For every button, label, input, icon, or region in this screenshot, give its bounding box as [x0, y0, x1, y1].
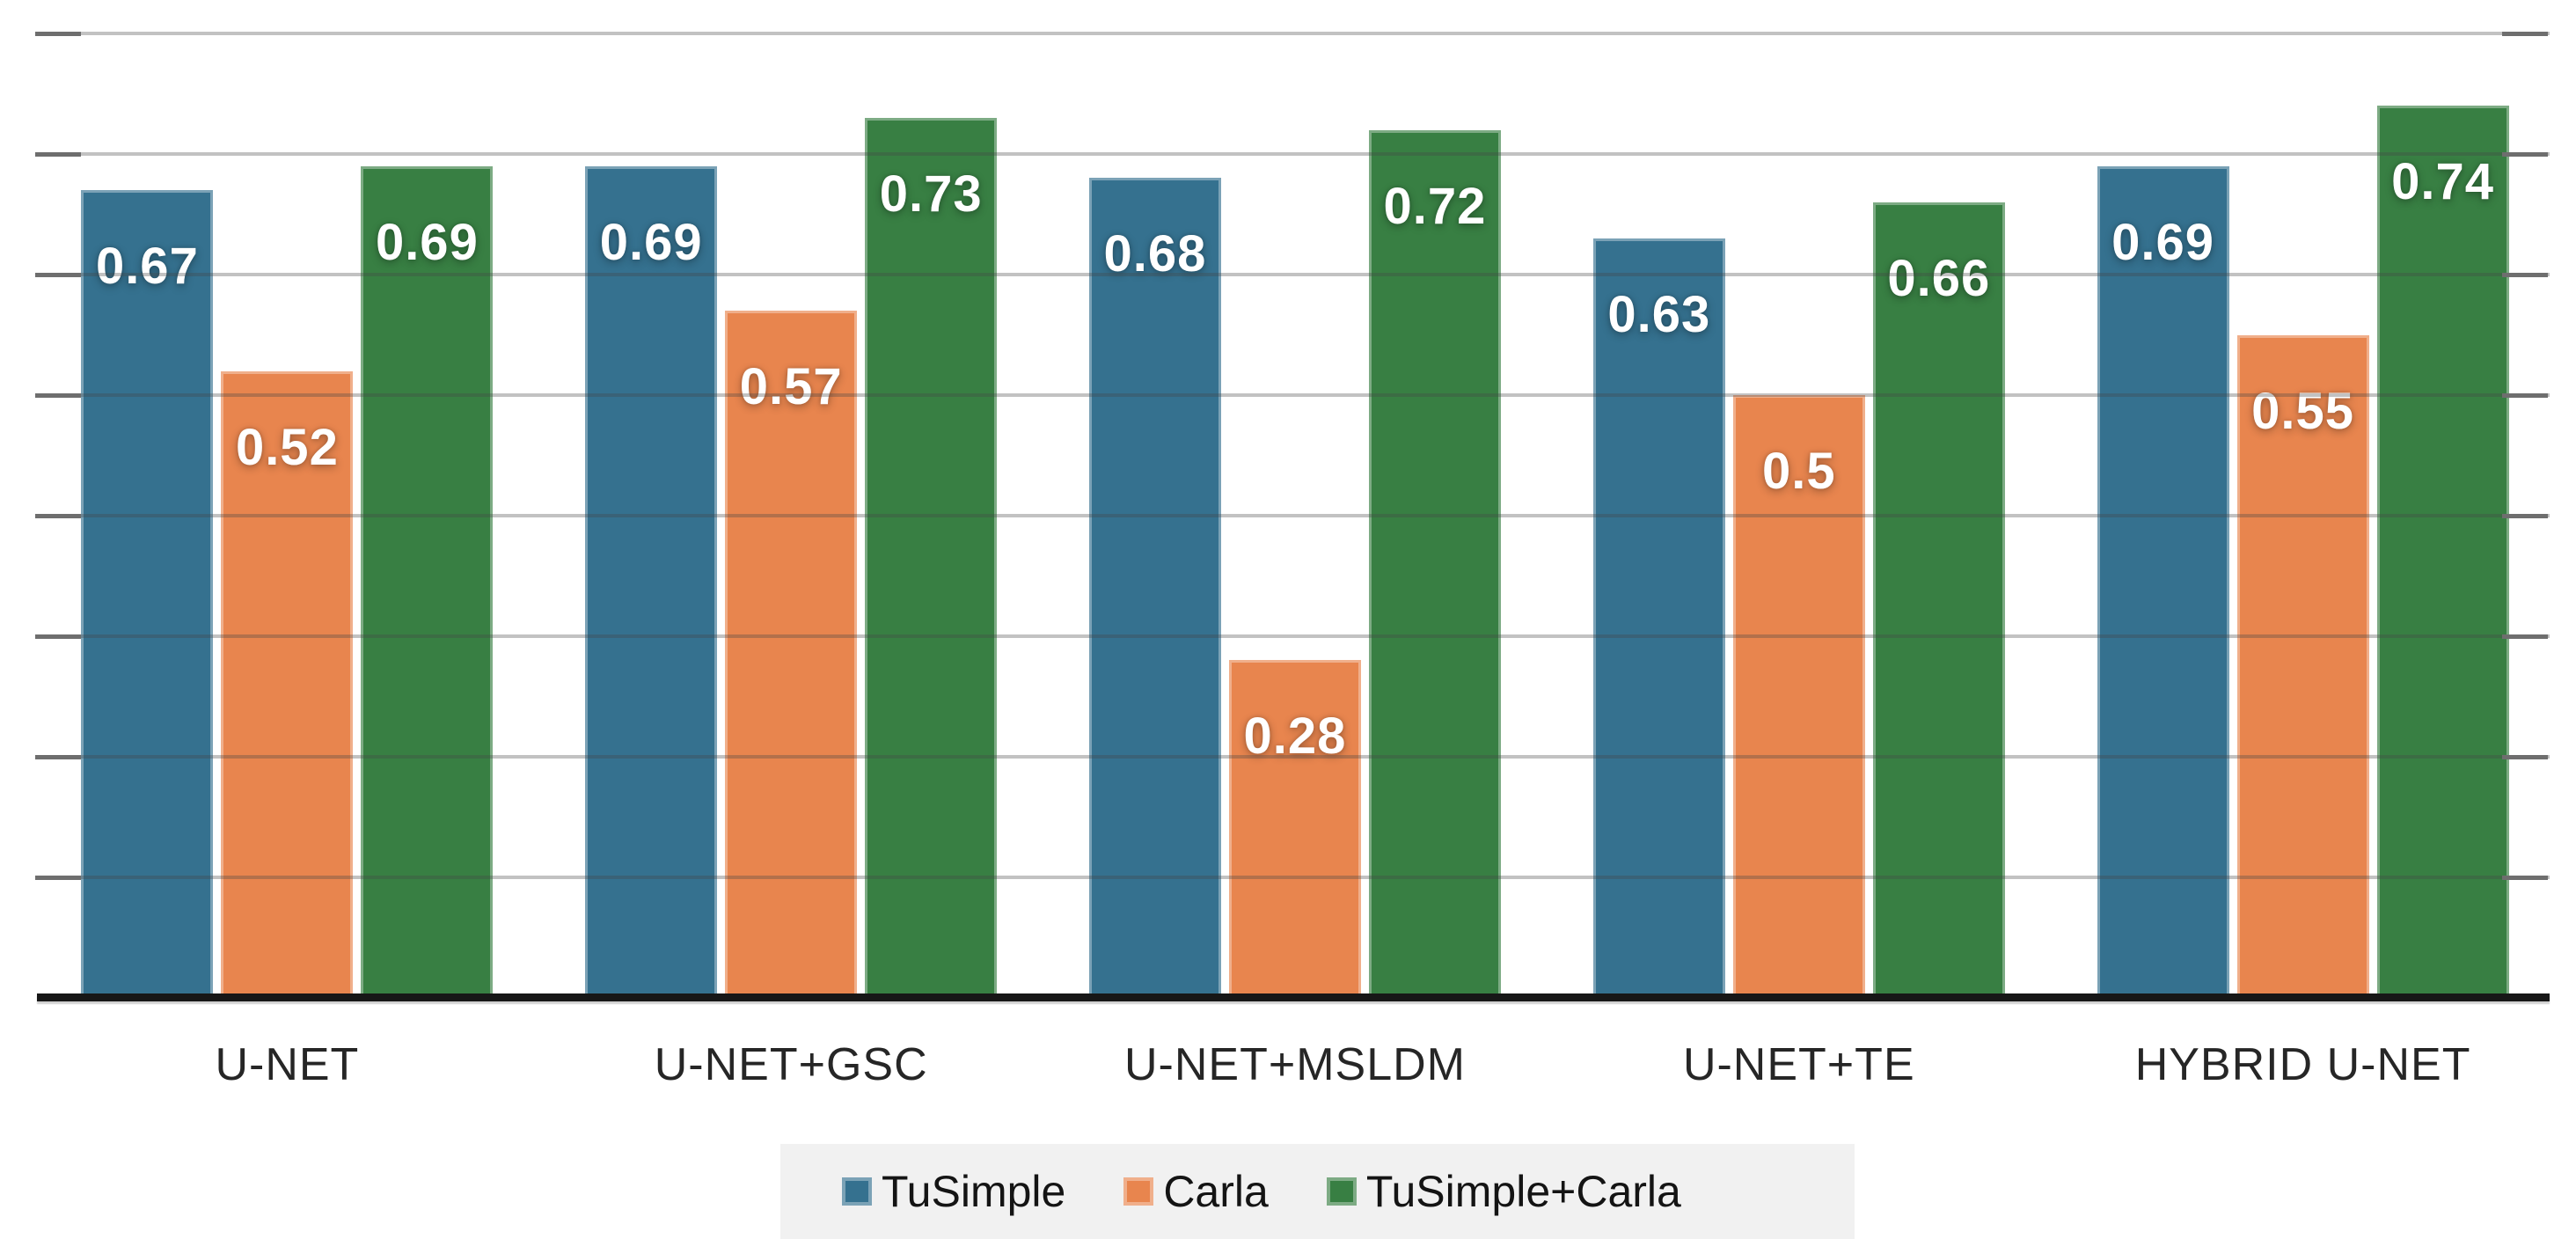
axis-tick-left — [35, 875, 81, 880]
bar-value-label: 0.52 — [235, 418, 339, 476]
gridline — [37, 32, 2550, 35]
gridline — [37, 393, 2550, 397]
bar-value-label: 0.69 — [375, 213, 479, 271]
category-label: HYBRID U-NET — [2134, 1039, 2471, 1090]
bar-value-label: 0.28 — [1243, 707, 1347, 766]
bar-value-label: 0.68 — [1103, 225, 1207, 283]
category-label: U-NET+MSLDM — [1123, 1039, 1466, 1090]
bar: 0.55 — [2236, 334, 2369, 998]
bar-group: 0.63 0.5 0.66 — [1547, 0, 2051, 998]
x-axis-labels: U-NET U-NET+GSC U-NET+MSLDM U-NET+TE HYBRID … — [35, 1038, 2555, 1091]
gridline — [37, 152, 2550, 156]
legend-item-label: TuSimple+Carla — [1365, 1167, 1681, 1216]
bar-value-label: 0.5 — [1761, 443, 1836, 500]
axis-tick-right — [2502, 392, 2548, 398]
bar-value-label: 0.57 — [739, 358, 843, 416]
gridline — [37, 634, 2550, 638]
bar-value-label: 0.67 — [95, 238, 199, 296]
category-label: U-NET+GSC — [654, 1039, 928, 1090]
gridline — [37, 755, 2550, 759]
bar-value-label: 0.72 — [1383, 177, 1487, 235]
bar: 0.69 — [361, 165, 494, 998]
legend-item: TuSimple+Carla — [1326, 1166, 1681, 1217]
bar-value-label: 0.74 — [2391, 153, 2495, 211]
axis-tick-right — [2502, 151, 2548, 157]
axis-tick-left — [35, 392, 81, 398]
bar-value-label: 0.55 — [2251, 382, 2355, 440]
gridline — [37, 273, 2550, 276]
bar: 0.5 — [1732, 395, 1865, 998]
bar-value-label: 0.66 — [1887, 249, 1991, 307]
bar-value-label: 0.69 — [599, 213, 703, 271]
bar: 0.69 — [2097, 165, 2229, 998]
legend-swatch — [1326, 1177, 1357, 1206]
bar-group: 0.67 0.52 0.69 — [35, 0, 539, 998]
legend-item-label: Carla — [1163, 1167, 1269, 1216]
legend-swatch — [842, 1177, 872, 1206]
bar-group: 0.69 0.55 0.74 — [2051, 0, 2555, 998]
category-label: U-NET+TE — [1682, 1039, 1915, 1090]
bar-group: 0.69 0.57 0.73 — [539, 0, 1043, 998]
legend: TuSimple Carla TuSimple+Carla — [780, 1144, 1855, 1239]
legend-swatch — [1123, 1177, 1154, 1206]
bar: 0.73 — [865, 117, 998, 998]
axis-tick-right — [2502, 875, 2548, 880]
bar: 0.66 — [1872, 202, 2005, 998]
bar: 0.52 — [221, 370, 354, 998]
axis-tick-right — [2502, 31, 2548, 36]
bar: 0.67 — [81, 190, 214, 998]
category-label: U-NET — [215, 1039, 360, 1090]
bar: 0.74 — [2376, 106, 2509, 998]
axis-tick-right — [2502, 754, 2548, 759]
gridline — [37, 876, 2550, 879]
bar-value-label: 0.63 — [1607, 285, 1711, 343]
legend-item: Carla — [1123, 1166, 1269, 1217]
axis-tick-left — [35, 513, 81, 518]
bar: 0.69 — [585, 165, 718, 998]
axis-tick-left — [35, 272, 81, 277]
plot-area: 0.67 0.52 0.69 0.69 0.57 0.73 0.68 0.28 0.72 0.63… — [35, 0, 2555, 1001]
bar-value-label: 0.73 — [879, 165, 983, 223]
legend-item: TuSimple — [842, 1166, 1065, 1217]
bar: 0.28 — [1228, 660, 1361, 998]
axis-tick-right — [2502, 513, 2548, 518]
bar: 0.68 — [1088, 178, 1221, 998]
axis-tick-left — [35, 31, 81, 36]
bar: 0.63 — [1592, 238, 1725, 998]
x-axis-line — [37, 993, 2550, 1001]
bar-group: 0.68 0.28 0.72 — [1043, 0, 1548, 998]
bars-layer: 0.67 0.52 0.69 0.69 0.57 0.73 0.68 0.28 0.72 0.63… — [35, 0, 2555, 998]
axis-tick-left — [35, 754, 81, 759]
axis-tick-left — [35, 151, 81, 157]
axis-tick-right — [2502, 634, 2548, 639]
bar: 0.72 — [1368, 129, 1501, 998]
axis-tick-left — [35, 634, 81, 639]
axis-tick-right — [2502, 272, 2548, 277]
legend-item-label: TuSimple — [882, 1167, 1066, 1216]
bar: 0.57 — [725, 311, 858, 998]
gridline — [37, 514, 2550, 517]
bar-value-label: 0.69 — [2111, 213, 2215, 271]
